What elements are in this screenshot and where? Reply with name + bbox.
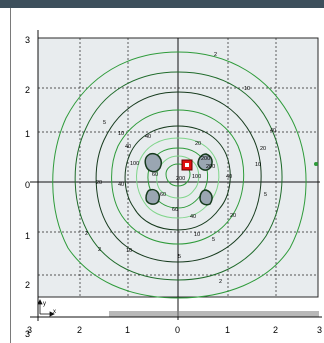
x-tick-label: 2 bbox=[273, 325, 278, 335]
contour-label: 60 bbox=[160, 192, 166, 198]
y-tick-label: 0 bbox=[25, 180, 30, 190]
contour-label: 10 bbox=[194, 232, 200, 238]
contour-label: 200 bbox=[206, 164, 215, 170]
contour-label: 60 bbox=[152, 172, 158, 178]
contour-label: 10 bbox=[244, 86, 250, 92]
x-tick-label: 3 bbox=[317, 325, 322, 335]
contour-10 bbox=[95, 91, 262, 263]
contour-label: 40 bbox=[145, 134, 151, 140]
y-tick-label: 1 bbox=[25, 129, 30, 139]
contour-label: 10 bbox=[126, 248, 132, 254]
contour-label: 2 bbox=[214, 52, 217, 58]
x-tick-label: 1 bbox=[125, 325, 130, 335]
y-tick-label: 2 bbox=[25, 280, 30, 290]
contour-label: 5 bbox=[264, 192, 267, 198]
contour-label: 5 bbox=[178, 254, 181, 260]
contour-2 bbox=[52, 51, 307, 299]
contour-60 bbox=[136, 137, 220, 219]
contour-label: 100 bbox=[192, 174, 201, 180]
local-minima bbox=[144, 152, 213, 206]
edge-point bbox=[314, 162, 318, 166]
title-bar bbox=[0, 0, 324, 8]
contour-label: 10 bbox=[255, 162, 261, 168]
contour-label: 40 bbox=[118, 182, 124, 188]
contour-label: 40 bbox=[270, 128, 276, 134]
contour-label: 2 bbox=[219, 279, 222, 285]
contour-label: 100 bbox=[130, 161, 139, 167]
contour-label: 20 bbox=[96, 180, 102, 186]
contour-label: 10 bbox=[118, 131, 124, 137]
contour-label: 60 bbox=[172, 207, 178, 213]
x-tick-label: 3 bbox=[27, 325, 32, 335]
axis-glyph-x: x bbox=[53, 309, 56, 315]
contour-label: 5 bbox=[103, 120, 106, 126]
x-tick-label: 0 bbox=[175, 325, 180, 335]
contour-20 bbox=[111, 109, 245, 245]
y-tick-label: 3 bbox=[25, 35, 30, 45]
peak-center bbox=[185, 163, 189, 167]
contour-labels: 2 10 5 40 10 40 20 20 40 100 200 200 20 40 60 200 100 60 4… bbox=[85, 52, 276, 285]
contour-40 bbox=[124, 125, 231, 231]
bottom-ruler bbox=[109, 311, 319, 317]
contour-label: 2 bbox=[85, 231, 88, 237]
contour-label: 40 bbox=[125, 144, 131, 150]
axis-glyph-y: y bbox=[43, 301, 46, 307]
y-tick-label: 1 bbox=[25, 231, 30, 241]
axis-glyph bbox=[37, 299, 55, 317]
contour-label: 5 bbox=[212, 237, 215, 243]
contour-label: 40 bbox=[190, 214, 196, 220]
contour-label: 20 bbox=[230, 213, 236, 219]
contour-label: 40 bbox=[226, 174, 232, 180]
contour-5 bbox=[74, 71, 283, 281]
x-tick-label: 2 bbox=[77, 325, 82, 335]
y-tick-label: 3 bbox=[25, 329, 30, 339]
contour-label: 20 bbox=[260, 146, 266, 152]
x-tick-label: 1 bbox=[225, 325, 230, 335]
contour-label: 200 bbox=[201, 156, 210, 162]
contour-label: 200 bbox=[176, 176, 185, 182]
contour-label: 2 bbox=[98, 247, 101, 253]
y-tick-labels: 3 2 1 0 1 2 3 bbox=[25, 35, 30, 339]
x-tick-labels: 3 2 1 0 1 2 3 bbox=[27, 325, 322, 335]
y-tick-label: 2 bbox=[25, 85, 30, 95]
contour-label: 20 bbox=[195, 141, 201, 147]
